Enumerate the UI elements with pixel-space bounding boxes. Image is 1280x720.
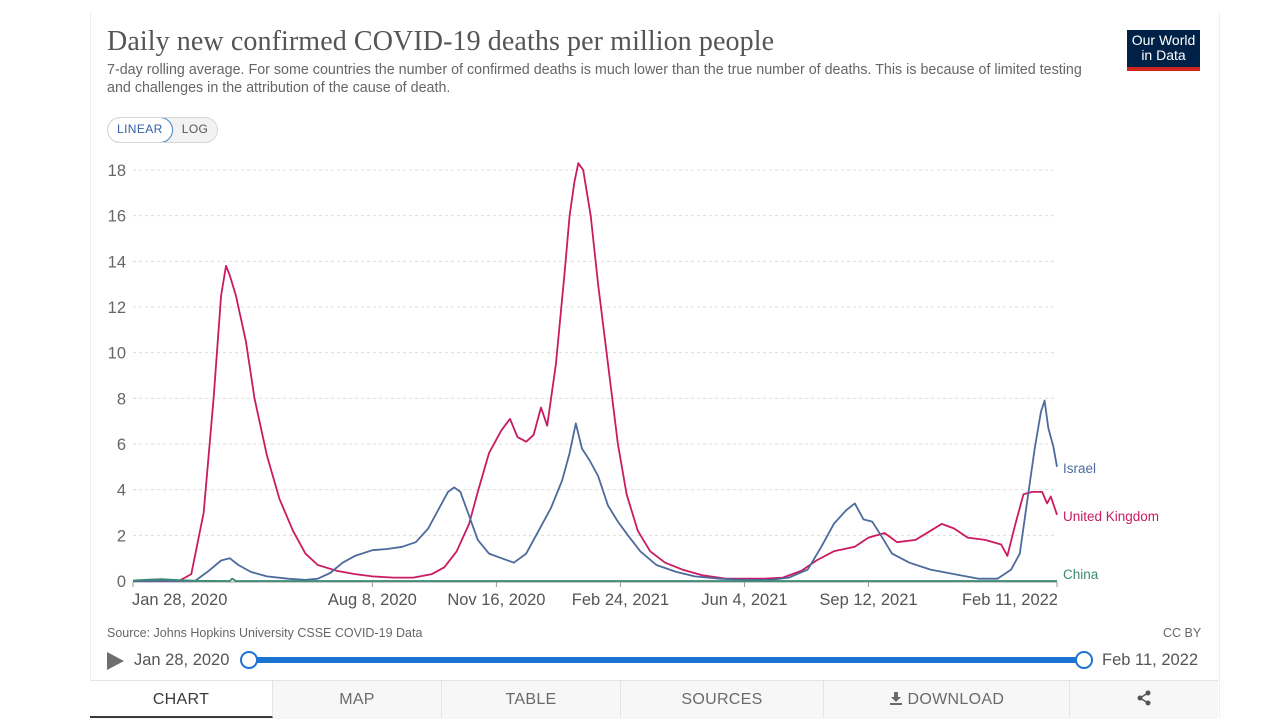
linear-scale-button[interactable]: LINEAR bbox=[108, 118, 173, 142]
tab-map[interactable]: MAP bbox=[273, 681, 442, 718]
owid-logo[interactable]: Our World in Data bbox=[1127, 30, 1200, 71]
y-tick-label: 4 bbox=[117, 482, 126, 500]
tab-download-label: DOWNLOAD bbox=[907, 691, 1005, 708]
timeline-track[interactable] bbox=[248, 657, 1083, 663]
chart-card bbox=[90, 12, 1220, 718]
y-tick-label: 6 bbox=[117, 436, 126, 454]
y-tick-label: 8 bbox=[117, 390, 126, 408]
tab-download[interactable]: DOWNLOAD bbox=[824, 681, 1070, 718]
y-tick-label: 14 bbox=[108, 253, 126, 271]
chart-subtitle: 7-day rolling average. For some countrie… bbox=[107, 62, 1082, 96]
x-tick-label: Sep 12, 2021 bbox=[819, 591, 917, 609]
series-line-united-kingdom bbox=[133, 162, 1058, 582]
series-line-israel bbox=[133, 399, 1058, 582]
y-tick-label: 10 bbox=[108, 345, 126, 363]
tab-bar: CHART MAP TABLE SOURCES DOWNLOAD bbox=[90, 680, 1218, 719]
log-scale-button[interactable]: LOG bbox=[181, 122, 209, 136]
x-tick-label: Feb 24, 2021 bbox=[572, 591, 669, 609]
y-tick-label: 0 bbox=[117, 573, 126, 591]
timeline-end-label: Feb 11, 2022 bbox=[1102, 651, 1199, 669]
series-line-china bbox=[132, 577, 1057, 582]
tab-table[interactable]: TABLE bbox=[442, 681, 621, 718]
x-tick-label: Feb 11, 2022 bbox=[962, 591, 1058, 609]
timeline-end-handle[interactable] bbox=[1075, 651, 1093, 669]
timeline-start-label: Jan 28, 2020 bbox=[134, 651, 230, 669]
chart-title: Daily new confirmed COVID-19 deaths per … bbox=[107, 26, 775, 57]
play-icon[interactable] bbox=[107, 652, 124, 670]
source-note[interactable]: Source: Johns Hopkins University CSSE CO… bbox=[107, 626, 423, 640]
scale-toggle: LINEAR LOG bbox=[107, 117, 219, 143]
download-icon bbox=[889, 692, 902, 705]
series-label-israel: Israel bbox=[1063, 461, 1096, 476]
tab-sources[interactable]: SOURCES bbox=[621, 681, 824, 718]
x-tick-label: Aug 8, 2020 bbox=[328, 591, 417, 609]
x-tick-label: Jan 28, 2020 bbox=[132, 591, 227, 609]
x-tick-label: Nov 16, 2020 bbox=[447, 591, 545, 609]
series-label-united-kingdom: United Kingdom bbox=[1063, 509, 1159, 524]
share-icon bbox=[1137, 690, 1151, 706]
tab-chart[interactable]: CHART bbox=[90, 681, 273, 718]
license-link[interactable]: CC BY bbox=[1163, 626, 1202, 640]
y-tick-label: 12 bbox=[108, 299, 126, 317]
y-tick-label: 18 bbox=[108, 162, 126, 180]
y-tick-label: 2 bbox=[117, 527, 126, 545]
y-tick-label: 16 bbox=[108, 208, 126, 226]
timeline-start-handle[interactable] bbox=[240, 651, 258, 669]
tab-share[interactable] bbox=[1070, 681, 1218, 718]
logo-line2: in Data bbox=[1141, 47, 1186, 63]
series-label-china: China bbox=[1063, 567, 1099, 582]
x-tick-label: Jun 4, 2021 bbox=[701, 591, 787, 609]
logo-line1: Our World bbox=[1131, 32, 1196, 48]
